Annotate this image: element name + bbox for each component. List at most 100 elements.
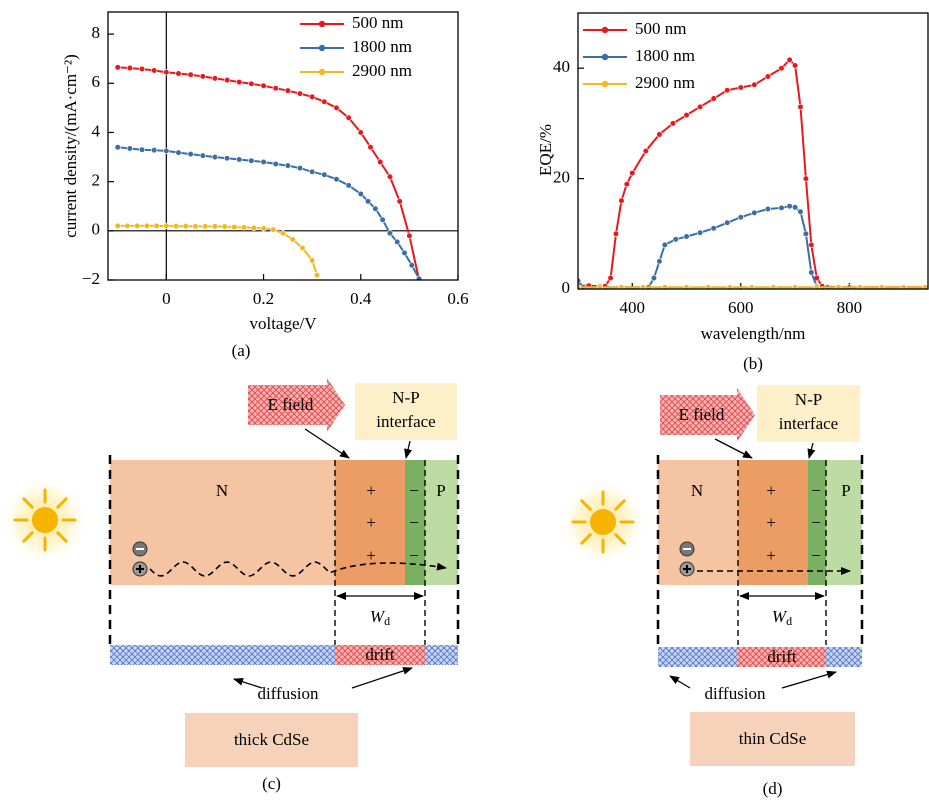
legend-label: 1800 nm: [352, 37, 412, 56]
x-tick-label: 800: [837, 298, 863, 317]
diffusion-pointer: [669, 675, 691, 689]
data-point: [126, 64, 133, 72]
legend-marker: [318, 44, 326, 52]
plus-charge: +: [766, 546, 776, 565]
e-field-arrow: [660, 388, 755, 442]
y-tick-label: 20: [553, 168, 570, 187]
data-point: [151, 147, 158, 154]
data-point: [401, 249, 408, 257]
x-tick-label: 600: [728, 298, 754, 317]
frame: [107, 11, 459, 281]
data-point: [696, 103, 704, 110]
caption: (d): [763, 779, 783, 798]
plot: [578, 56, 928, 289]
data-point: [143, 222, 150, 230]
data-point: [737, 84, 744, 91]
diffusion-bar: [826, 647, 862, 667]
data-point: [223, 155, 231, 162]
data-point: [683, 284, 690, 289]
data-point: [272, 85, 279, 92]
data-point: [797, 208, 804, 215]
data-point: [163, 147, 170, 155]
y-tick-label: 2: [92, 171, 101, 190]
data-point: [223, 77, 231, 84]
data-point: [279, 230, 287, 237]
plus-charge: +: [366, 481, 376, 500]
data-point: [629, 169, 636, 177]
data-point: [260, 82, 267, 89]
data-point: [802, 175, 810, 182]
data-point: [808, 269, 815, 276]
p-label: P: [436, 481, 445, 500]
diffusion-pointer: [351, 667, 413, 689]
data-point: [187, 151, 194, 158]
wd-main: W: [772, 607, 788, 626]
data-point: [202, 223, 209, 230]
data-point: [313, 271, 321, 279]
wd-sub: d: [786, 614, 792, 628]
data-point: [786, 56, 793, 64]
depletion-p: [405, 460, 425, 585]
interface-label: interface: [376, 412, 435, 431]
data-point: [124, 222, 131, 230]
data-point: [661, 241, 668, 248]
drift-bar: [738, 647, 826, 667]
data-point: [333, 176, 340, 183]
data-point: [260, 225, 267, 232]
sun-ray: [614, 499, 626, 511]
data-point: [289, 236, 296, 243]
wd-label: Wd: [370, 607, 390, 628]
diffusion-pointer: [233, 677, 263, 689]
data-point: [138, 146, 146, 153]
y-tick-label: 6: [92, 72, 101, 91]
data-point: [192, 223, 199, 230]
minus-charge: −: [409, 546, 419, 565]
legend-marker: [318, 68, 326, 76]
data-point: [357, 129, 364, 136]
x-axis-label: wavelength/nm: [701, 324, 806, 343]
data-point: [813, 284, 820, 289]
data-point: [236, 78, 243, 86]
data-point: [705, 284, 712, 289]
sample-box: [690, 712, 855, 766]
data-point: [284, 87, 291, 94]
data-point: [607, 274, 614, 282]
interface-box: [355, 383, 457, 440]
legend-marker: [601, 80, 609, 88]
wd-label: Wd: [772, 607, 792, 628]
y-axis-label: current density/(mA·cm⁻²): [61, 54, 80, 238]
data-point: [791, 284, 799, 289]
data-point: [737, 214, 744, 221]
x-axis-label: voltage/V: [249, 314, 317, 333]
data-point: [623, 181, 630, 188]
data-point: [748, 284, 755, 289]
n-region: [110, 460, 335, 585]
interface-box: [757, 385, 860, 442]
carrier-path: [149, 561, 447, 577]
data-point: [163, 222, 170, 230]
minus-charge: −: [811, 513, 821, 532]
y-tick-label: 8: [92, 23, 101, 42]
diffusion-pointer: [781, 670, 837, 689]
minus-charge: −: [811, 481, 821, 500]
sun: [32, 507, 58, 533]
sample-box: [185, 713, 358, 767]
sun-ray: [614, 533, 626, 545]
data-point: [808, 241, 815, 248]
data-point: [596, 284, 603, 289]
chart: 0 0.2 0.4 0.6 −2 0 2 4 6 8 voltage/V current densit…: [61, 11, 469, 360]
data-point: [791, 62, 799, 69]
sun-ray: [22, 497, 34, 509]
frame: [577, 12, 929, 290]
sun-ray: [56, 497, 68, 509]
data-point: [900, 284, 907, 289]
legend-label: 2900 nm: [635, 73, 695, 92]
pointer: [807, 442, 816, 459]
data-point: [683, 112, 690, 119]
data-point: [333, 104, 340, 111]
caption: (a): [232, 341, 251, 360]
data-point: [153, 222, 160, 230]
x-tick-label: 0.6: [447, 289, 468, 308]
data-point: [751, 209, 758, 216]
data-point: [114, 144, 121, 151]
